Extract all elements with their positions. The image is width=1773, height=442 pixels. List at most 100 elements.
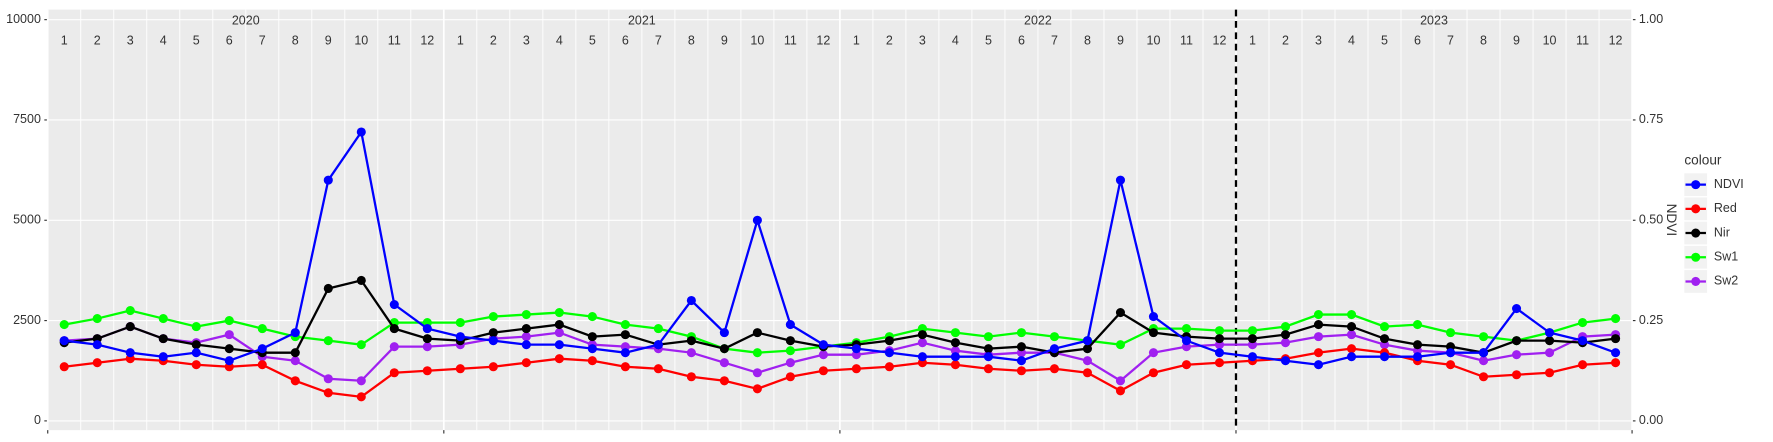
point <box>158 352 168 362</box>
point <box>1247 334 1258 344</box>
point <box>1016 328 1026 338</box>
legend-key-point <box>1691 276 1701 287</box>
point <box>1115 376 1126 386</box>
point <box>1511 303 1522 314</box>
legend-title: colour <box>1684 152 1722 167</box>
point <box>1181 336 1192 346</box>
point <box>1478 356 1489 366</box>
point <box>125 306 135 316</box>
point <box>224 356 234 366</box>
month-label: 9 <box>1117 34 1124 48</box>
month-label: 6 <box>1018 34 1025 48</box>
legend-key-point <box>1691 180 1701 190</box>
point <box>521 358 531 368</box>
point <box>1148 348 1159 358</box>
point <box>785 372 795 382</box>
month-label: 9 <box>1513 34 1520 48</box>
point <box>191 360 201 370</box>
month-label: 7 <box>259 34 266 48</box>
point <box>1445 328 1456 338</box>
point <box>356 127 366 137</box>
point <box>455 318 465 328</box>
point <box>983 332 993 342</box>
month-label: 10 <box>750 34 764 48</box>
point <box>1181 360 1192 370</box>
point <box>323 388 333 398</box>
point <box>158 314 168 324</box>
series-line <box>64 347 1616 399</box>
point <box>521 340 531 350</box>
point <box>719 376 729 386</box>
point <box>1049 344 1059 354</box>
point <box>620 330 630 340</box>
point <box>1214 348 1225 358</box>
point <box>1611 314 1621 324</box>
point <box>983 344 993 354</box>
point <box>1346 344 1357 354</box>
point <box>620 362 630 372</box>
point <box>1412 340 1423 350</box>
month-label: 3 <box>127 34 134 48</box>
month-label: 11 <box>1180 34 1193 48</box>
point <box>554 340 564 350</box>
month-label: 1 <box>853 34 860 48</box>
point <box>1346 352 1357 362</box>
point <box>686 295 696 306</box>
point <box>1412 352 1423 362</box>
point <box>1379 334 1390 344</box>
month-label: 6 <box>1414 34 1421 48</box>
point <box>92 314 102 324</box>
point <box>1280 322 1291 332</box>
point <box>290 348 300 358</box>
point <box>1578 318 1588 328</box>
legend-key-point <box>1691 204 1701 214</box>
month-label: 5 <box>985 34 992 48</box>
point <box>290 356 300 366</box>
point <box>59 336 69 346</box>
point <box>1148 328 1159 338</box>
year-label: 2020 <box>232 13 260 27</box>
point <box>1214 334 1225 344</box>
legend-label: Sw2 <box>1714 274 1738 288</box>
point <box>884 348 894 358</box>
point <box>1016 366 1026 376</box>
legend-label: Red <box>1714 201 1737 215</box>
point <box>950 360 960 370</box>
point <box>356 376 366 386</box>
point <box>1214 326 1225 336</box>
month-label: 3 <box>919 34 926 48</box>
point <box>1115 340 1126 350</box>
point <box>554 354 564 364</box>
y2-tick-label: 1.00 <box>1639 12 1663 26</box>
point <box>818 366 828 376</box>
point <box>224 330 234 340</box>
point <box>1247 352 1258 362</box>
point <box>1280 338 1291 348</box>
month-label: 9 <box>721 34 728 48</box>
year-label: 2021 <box>628 13 656 27</box>
point <box>1578 336 1588 346</box>
y2-tick-label: 0.50 <box>1639 213 1663 227</box>
y-tick-label: 5000 <box>13 213 41 227</box>
month-label: 1 <box>457 34 464 48</box>
point <box>719 328 729 338</box>
point <box>719 344 729 354</box>
series-line <box>64 325 1616 383</box>
point <box>917 338 927 348</box>
point <box>59 320 69 330</box>
point <box>950 328 960 338</box>
month-label: 6 <box>226 34 233 48</box>
point <box>1082 336 1093 346</box>
point <box>191 340 201 350</box>
point <box>983 364 993 374</box>
point <box>488 362 498 372</box>
point <box>389 324 399 334</box>
point <box>1611 358 1621 368</box>
month-label: 1 <box>61 34 68 48</box>
point <box>1082 344 1093 354</box>
month-label: 7 <box>655 34 662 48</box>
point <box>554 308 564 318</box>
point <box>92 340 102 350</box>
month-label: 11 <box>388 34 401 48</box>
